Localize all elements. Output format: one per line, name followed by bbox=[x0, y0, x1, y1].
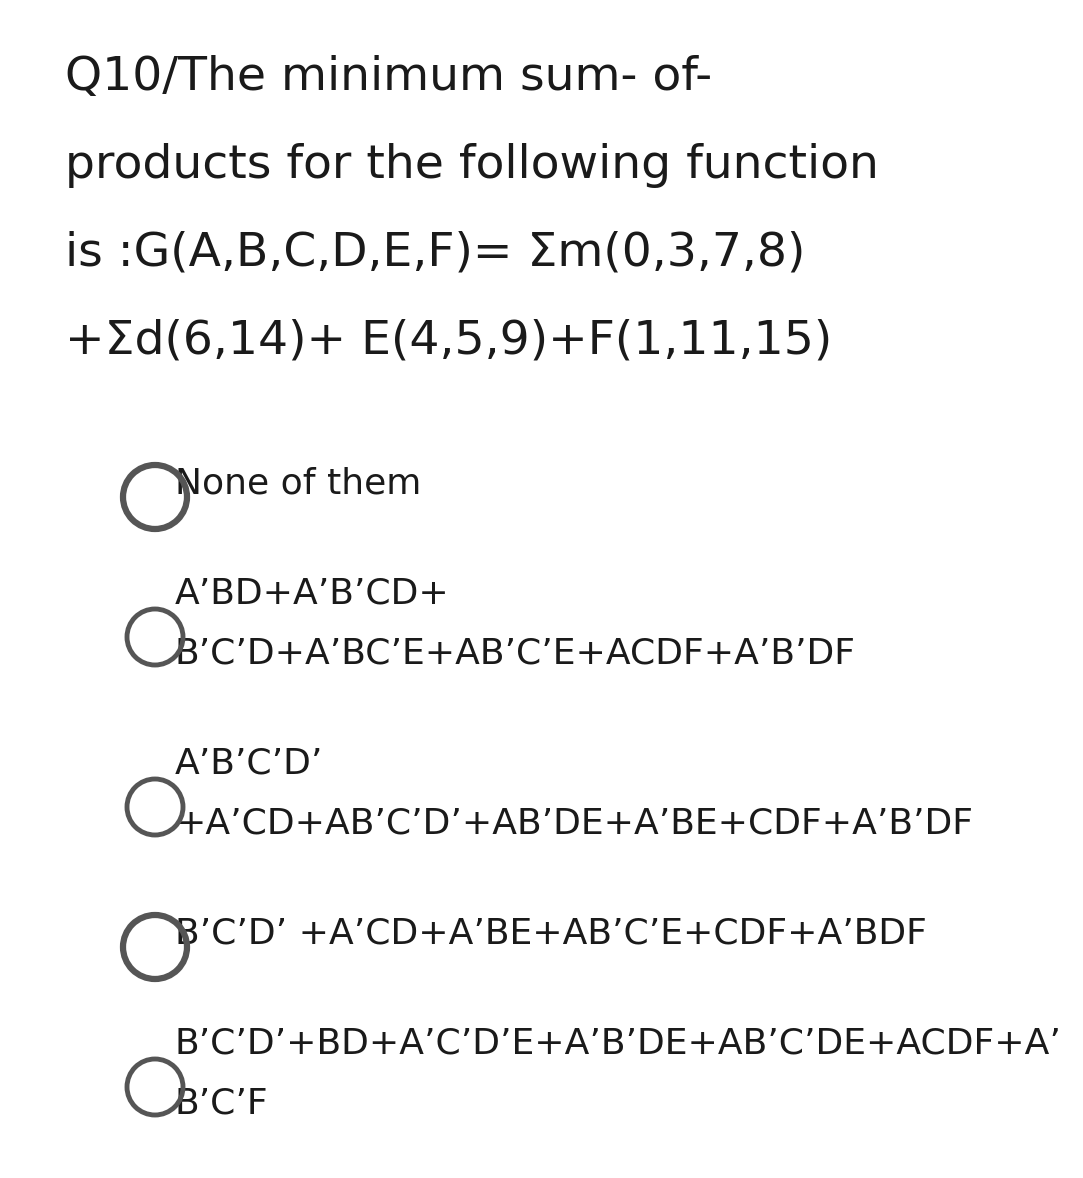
Text: B’C’D+A’BC’E+AB’C’E+ACDF+A’B’DF: B’C’D+A’BC’E+AB’C’E+ACDF+A’B’DF bbox=[175, 637, 856, 671]
Text: +A’CD+AB’C’D’+AB’DE+A’BE+CDF+A’B’DF: +A’CD+AB’C’D’+AB’DE+A’BE+CDF+A’B’DF bbox=[175, 807, 973, 841]
Text: B’C’F: B’C’F bbox=[175, 1087, 269, 1121]
Text: A’B’C’D’: A’B’C’D’ bbox=[175, 747, 324, 781]
Text: A’BD+A’B’CD+: A’BD+A’B’CD+ bbox=[175, 577, 449, 611]
Text: B’C’D’+BD+A’C’D’E+A’B’DE+AB’C’DE+ACDF+A’: B’C’D’+BD+A’C’D’E+A’B’DE+AB’C’DE+ACDF+A’ bbox=[175, 1027, 1061, 1061]
Text: +Σd(6,14)+ E(4,5,9)+F(1,11,15): +Σd(6,14)+ E(4,5,9)+F(1,11,15) bbox=[65, 319, 832, 364]
Text: None of them: None of them bbox=[175, 466, 421, 501]
Text: products for the following function: products for the following function bbox=[65, 143, 879, 188]
Text: Q10/The minimum sum- of-: Q10/The minimum sum- of- bbox=[65, 55, 713, 100]
Text: is :G(A,B,C,D,E,F)= Σm(0,3,7,8): is :G(A,B,C,D,E,F)= Σm(0,3,7,8) bbox=[65, 231, 806, 276]
Text: B’C’D’ +A’CD+A’BE+AB’C’E+CDF+A’BDF: B’C’D’ +A’CD+A’BE+AB’C’E+CDF+A’BDF bbox=[175, 916, 927, 951]
